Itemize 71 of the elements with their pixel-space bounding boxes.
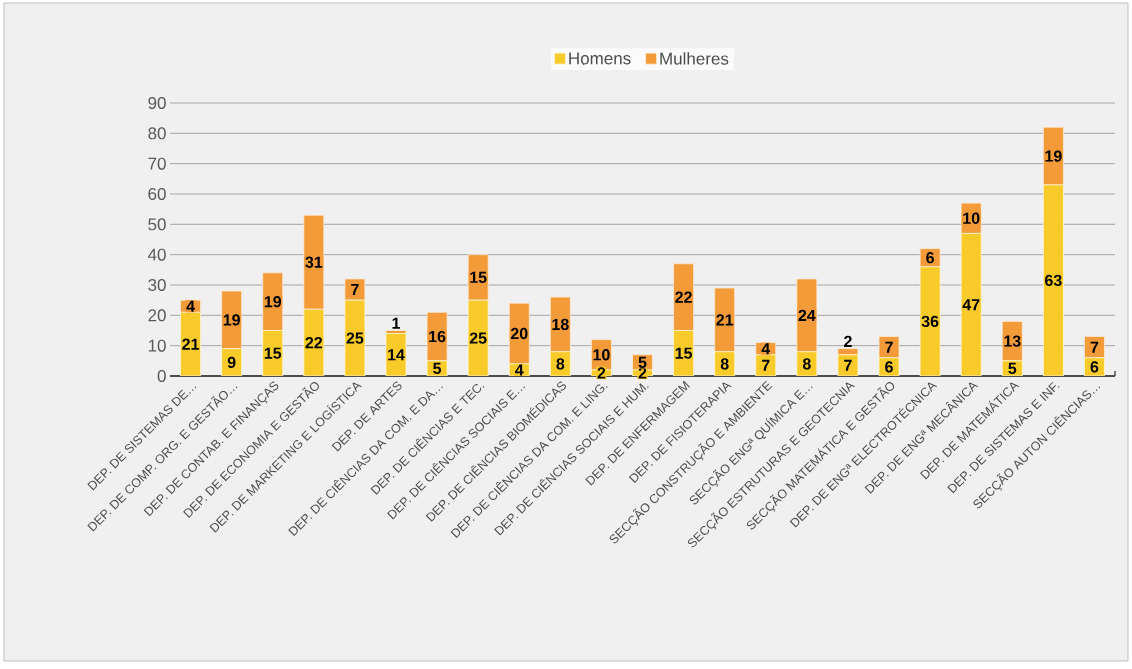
bar (467, 299, 489, 376)
data-label: 5 (433, 362, 442, 374)
bar (919, 266, 941, 376)
data-label: 7 (351, 284, 359, 296)
data-label: 15 (470, 271, 487, 283)
data-label: 25 (469, 332, 487, 344)
data-label: 7 (885, 341, 893, 353)
bar (837, 348, 859, 356)
legend-label: Mulheres (660, 52, 729, 65)
bar (303, 308, 325, 376)
data-label: 19 (223, 314, 240, 326)
data-label: 5 (1008, 362, 1017, 374)
data-label: 7 (762, 359, 770, 371)
data-label: 47 (962, 299, 980, 311)
data-label: 19 (264, 296, 282, 308)
data-label: 16 (429, 330, 446, 343)
bar (796, 278, 818, 353)
data-label: 31 (305, 256, 323, 268)
data-label: 20 (510, 327, 528, 340)
data-label: 13 (1004, 335, 1021, 347)
data-label: 25 (346, 332, 364, 344)
y-tick-label: 80 (148, 127, 166, 140)
data-label: 18 (552, 318, 569, 331)
bar (1042, 184, 1064, 376)
y-tick-label: 20 (148, 309, 166, 322)
data-label: 4 (186, 300, 195, 312)
y-tick-label: 0 (157, 369, 166, 383)
bar (344, 299, 366, 376)
bar (221, 348, 243, 376)
bar (714, 351, 736, 376)
bar (549, 351, 571, 376)
y-tick-label: 50 (148, 218, 166, 231)
y-tick-label: 30 (148, 278, 166, 292)
y-tick-label: 70 (148, 157, 166, 170)
data-label: 10 (593, 349, 610, 361)
bar (960, 233, 982, 376)
data-label: 6 (885, 361, 893, 373)
data-label: 21 (182, 338, 200, 350)
data-label: 8 (720, 358, 729, 370)
data-label: 22 (675, 291, 692, 303)
data-label: 4 (761, 343, 771, 355)
data-label: 1 (392, 317, 400, 329)
data-label: 24 (798, 309, 816, 321)
bar (303, 214, 325, 310)
data-label: 4 (515, 364, 524, 376)
data-label: 7 (844, 359, 852, 371)
data-label: 63 (1045, 274, 1062, 287)
data-label: 21 (716, 314, 734, 326)
data-label: 7 (1090, 341, 1099, 353)
data-label: 6 (926, 252, 934, 264)
data-label: 15 (264, 347, 282, 359)
data-label: 2 (844, 335, 852, 347)
data-label: 5 (638, 356, 647, 368)
data-label: 36 (921, 315, 939, 328)
y-tick-label: 90 (148, 96, 166, 110)
data-label: 14 (388, 349, 405, 361)
data-label: 8 (802, 358, 811, 370)
legend-label: Homens (569, 52, 631, 65)
y-tick-label: 60 (148, 187, 166, 201)
data-label: 2 (597, 367, 606, 379)
y-tick-label: 10 (148, 339, 166, 352)
data-label: 9 (227, 356, 236, 368)
data-label: 6 (1090, 361, 1099, 373)
bar (796, 351, 818, 376)
data-label: 19 (1045, 150, 1062, 162)
y-tick-label: 40 (147, 248, 166, 261)
data-label: 22 (305, 337, 323, 349)
data-label: 8 (556, 358, 565, 370)
data-label: 15 (675, 347, 693, 359)
bar (180, 311, 201, 376)
data-label: 10 (963, 212, 980, 224)
